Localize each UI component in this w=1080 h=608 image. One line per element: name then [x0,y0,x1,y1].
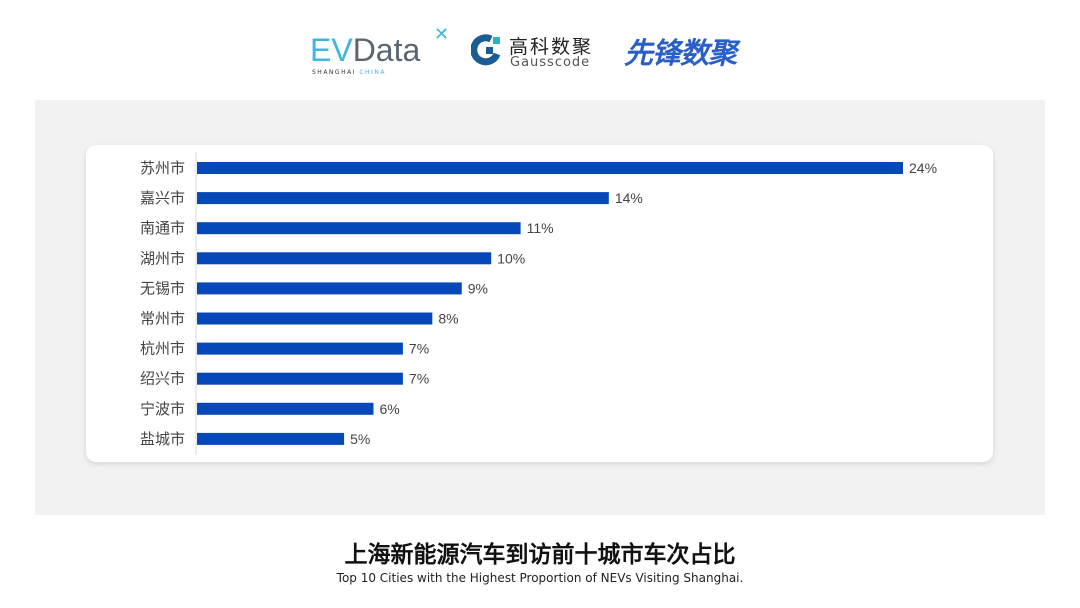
bar [197,312,433,325]
value-label: 7% [409,371,429,387]
gausscode-logo-en: Gausscode [510,55,591,70]
bar [197,432,345,445]
category-label: 无锡市 [140,279,185,297]
category-label: 常州市 [140,310,185,328]
gausscode-logo-icon [471,34,501,66]
chart-title: 上海新能源汽车到访前十城市车次占比 [344,542,736,568]
value-label: 6% [380,401,400,417]
logo-bar: EVData ✕ SHANGHAI CHINA 高科数聚 Gausscode 先锋… [0,24,1080,76]
category-label: 宁波市 [140,400,185,418]
category-label: 杭州市 [140,340,185,358]
value-label: 7% [409,341,429,357]
category-label: 嘉兴市 [140,189,185,207]
value-label: 9% [468,280,488,296]
bar [197,372,403,385]
category-label: 盐城市 [140,430,185,448]
category-label: 湖州市 [140,249,185,267]
value-label: 11% [527,220,554,236]
gausscode-logo-cn: 高科数聚 [509,36,594,58]
bar [197,252,492,265]
evdata-logo: EVData ✕ [310,24,450,68]
chart-subtitle: Top 10 Cities with the Highest Proportio… [336,571,744,585]
value-label: 5% [350,431,370,447]
bar [197,282,462,295]
bar [197,342,403,355]
value-label: 24% [909,160,937,176]
bar [197,192,609,205]
bar [197,162,903,174]
evdata-logo-subtitle: SHANGHAI CHINA [312,69,386,76]
value-label: 8% [438,311,458,327]
category-label: 苏州市 [140,159,185,177]
bar [197,222,521,235]
value-label: 14% [615,190,643,206]
category-label: 南通市 [140,219,185,237]
xianfeng-logo: 先锋数聚 [624,36,737,70]
value-label: 10% [497,250,525,266]
category-label: 绍兴市 [140,370,185,388]
bar [197,402,374,415]
